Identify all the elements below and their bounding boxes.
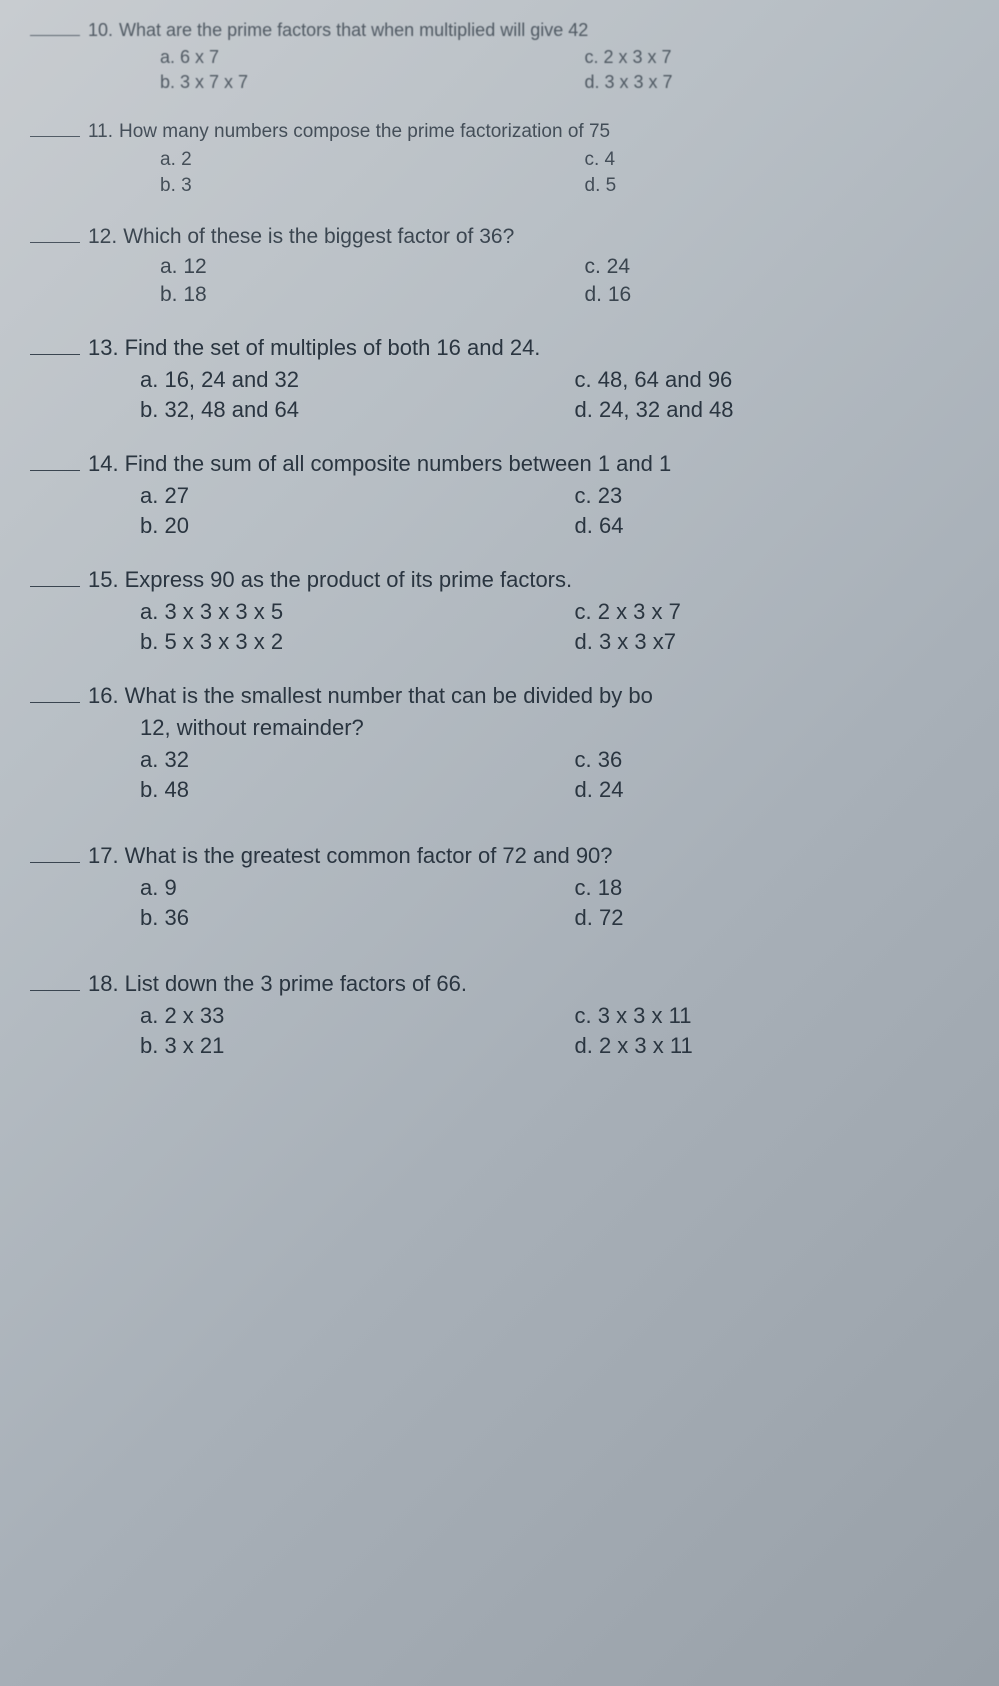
option-d[interactable]: d. 24 [575,777,970,803]
option-b[interactable]: b. 3 [160,175,545,197]
answer-blank[interactable] [30,862,80,863]
option-a[interactable]: a. 6 x 7 [160,47,545,68]
question-18: 18. List down the 3 prime factors of 66.… [30,971,969,1059]
question-text: Find the set of multiples of both 16 and… [125,335,969,361]
question-13: 13. Find the set of multiples of both 16… [30,335,969,423]
question-number: 17. [88,843,119,869]
options-grid: a. 6 x 7 c. 2 x 3 x 7 b. 3 x 7 x 7 d. 3 … [30,47,969,93]
option-c[interactable]: c. 23 [575,483,970,509]
option-c[interactable]: c. 4 [585,149,970,171]
option-a[interactable]: a. 12 [160,255,545,279]
option-d[interactable]: d. 72 [575,905,970,931]
option-a[interactable]: a. 3 x 3 x 3 x 5 [140,599,535,625]
question-text: What is the greatest common factor of 72… [125,843,969,869]
question-number: 16. [88,683,119,709]
question-number: 11. [88,121,113,143]
option-d[interactable]: d. 64 [575,513,970,539]
option-b[interactable]: b. 20 [140,513,535,539]
question-text: How many numbers compose the prime facto… [119,121,969,143]
option-c[interactable]: c. 36 [575,747,970,773]
question-15: 15. Express 90 as the product of its pri… [30,567,969,655]
question-number: 14. [88,451,119,477]
option-a[interactable]: a. 16, 24 and 32 [140,367,535,393]
question-11: 11. How many numbers compose the prime f… [30,121,969,197]
question-number: 12. [88,225,117,249]
question-text: Find the sum of all composite numbers be… [125,451,969,477]
question-14: 14. Find the sum of all composite number… [30,451,969,539]
question-text: Express 90 as the product of its prime f… [125,567,969,593]
option-a[interactable]: a. 32 [140,747,535,773]
option-b[interactable]: b. 32, 48 and 64 [140,397,535,423]
option-d[interactable]: d. 3 x 3 x 7 [585,72,970,93]
options-grid: a. 2 x 33 c. 3 x 3 x 11 b. 3 x 21 d. 2 x… [30,1003,969,1059]
options-grid: a. 32 c. 36 b. 48 d. 24 [30,747,969,803]
options-grid: a. 16, 24 and 32 c. 48, 64 and 96 b. 32,… [30,367,969,423]
question-17: 17. What is the greatest common factor o… [30,843,969,931]
question-text: Which of these is the biggest factor of … [123,225,969,249]
option-c[interactable]: c. 48, 64 and 96 [575,367,970,393]
option-d[interactable]: d. 2 x 3 x 11 [575,1033,970,1059]
option-b[interactable]: b. 5 x 3 x 3 x 2 [140,629,535,655]
options-grid: a. 12 c. 24 b. 18 d. 16 [30,255,969,307]
option-a[interactable]: a. 27 [140,483,535,509]
question-text: What are the prime factors that when mul… [119,20,969,41]
question-text: What is the smallest number that can be … [125,683,969,709]
answer-blank[interactable] [30,354,80,355]
option-b[interactable]: b. 18 [160,283,545,307]
question-number: 18. [88,971,119,997]
option-a[interactable]: a. 2 x 33 [140,1003,535,1029]
option-b[interactable]: b. 36 [140,905,535,931]
question-10: 10. What are the prime factors that when… [30,20,969,93]
answer-blank[interactable] [30,586,80,587]
option-c[interactable]: c. 3 x 3 x 11 [575,1003,970,1029]
question-16: 16. What is the smallest number that can… [30,683,969,803]
option-d[interactable]: d. 24, 32 and 48 [575,397,970,423]
options-grid: a. 9 c. 18 b. 36 d. 72 [30,875,969,931]
options-grid: a. 27 c. 23 b. 20 d. 64 [30,483,969,539]
question-number: 15. [88,567,119,593]
question-text: List down the 3 prime factors of 66. [125,971,969,997]
answer-blank[interactable] [30,35,80,36]
answer-blank[interactable] [30,990,80,991]
options-grid: a. 3 x 3 x 3 x 5 c. 2 x 3 x 7 b. 5 x 3 x… [30,599,969,655]
option-b[interactable]: b. 48 [140,777,535,803]
question-number: 13. [88,335,119,361]
question-subtext: 12, without remainder? [30,715,969,741]
option-a[interactable]: a. 2 [160,149,545,171]
option-d[interactable]: d. 5 [585,175,970,197]
options-grid: a. 2 c. 4 b. 3 d. 5 [30,149,969,197]
answer-blank[interactable] [30,470,80,471]
question-number: 10. [88,20,113,41]
option-c[interactable]: c. 24 [585,255,970,279]
answer-blank[interactable] [30,136,80,137]
option-b[interactable]: b. 3 x 7 x 7 [160,72,545,93]
option-d[interactable]: d. 3 x 3 x7 [575,629,970,655]
option-d[interactable]: d. 16 [585,283,970,307]
option-c[interactable]: c. 2 x 3 x 7 [585,47,970,68]
option-c[interactable]: c. 2 x 3 x 7 [575,599,970,625]
option-b[interactable]: b. 3 x 21 [140,1033,535,1059]
question-12: 12. Which of these is the biggest factor… [30,225,969,307]
option-c[interactable]: c. 18 [575,875,970,901]
option-a[interactable]: a. 9 [140,875,535,901]
answer-blank[interactable] [30,242,80,243]
answer-blank[interactable] [30,702,80,703]
